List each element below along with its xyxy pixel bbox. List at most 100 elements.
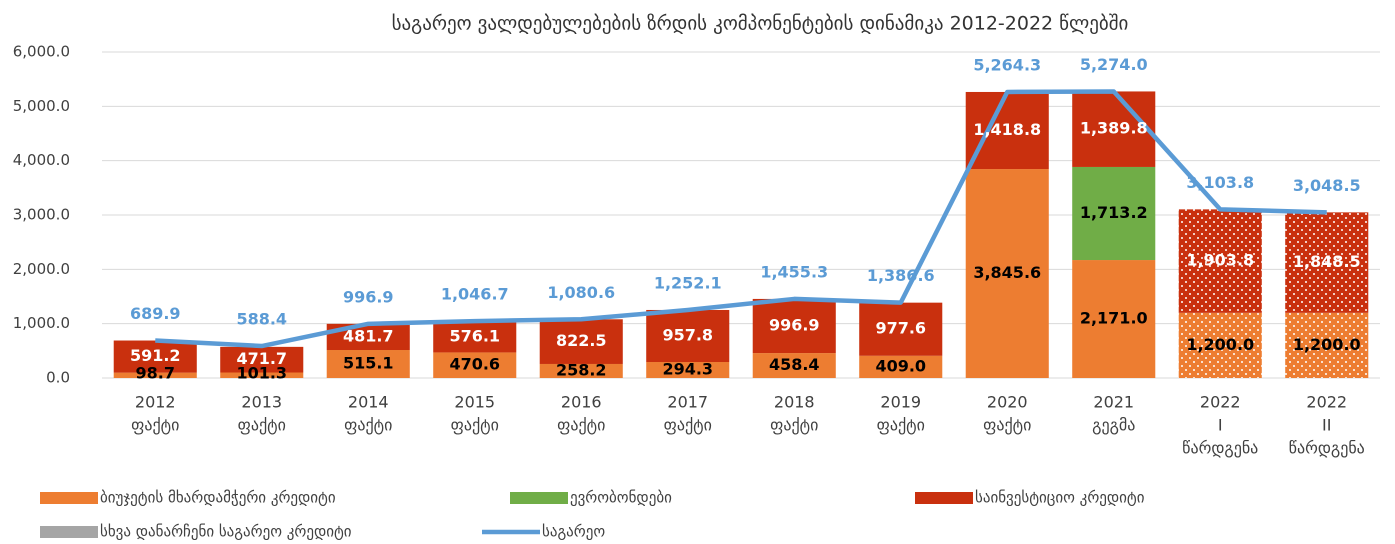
y-tick-label: 5,000.0 <box>13 97 70 115</box>
value-label: 957.8 <box>662 325 713 344</box>
bar-segment <box>646 309 730 363</box>
value-label: 1,389.8 <box>1080 119 1148 138</box>
x-tick-label: ფაქტი <box>344 416 392 435</box>
legend-label: სხვა დანარჩენი საგარეო კრედიტი <box>100 523 352 541</box>
value-label: 101.3 <box>236 364 287 383</box>
y-tick-label: 2,000.0 <box>13 260 70 278</box>
x-tick-label: ფაქტი <box>983 416 1031 435</box>
bar-segment <box>113 372 197 378</box>
value-label: 591.2 <box>130 346 181 365</box>
value-label: 588.4 <box>236 310 287 329</box>
x-tick-label: ფაქტი <box>557 416 605 435</box>
legend-label: ევრობონდები <box>570 489 672 507</box>
x-tick-label: 2013 <box>241 393 282 412</box>
y-tick-label: 6,000.0 <box>13 43 70 61</box>
bar-segment <box>752 298 836 354</box>
bar-segment <box>646 362 730 378</box>
x-tick-label: 2016 <box>561 393 602 412</box>
bar-segment <box>326 350 410 378</box>
x-tick-label: I <box>1218 416 1223 435</box>
value-label: 294.3 <box>662 360 713 379</box>
value-label: 1,386.6 <box>867 266 935 285</box>
bar-segment <box>965 169 1049 378</box>
value-label: 470.6 <box>449 355 500 374</box>
bar-segment <box>113 340 197 373</box>
x-tick-label: 2012 <box>135 393 176 412</box>
chart-title: საგარეო ვალდებულებების ზრდის კომპონენტებ… <box>392 13 1129 35</box>
value-label: 1,903.8 <box>1186 251 1254 270</box>
bar-segment <box>1072 91 1156 167</box>
x-tick-label: 2017 <box>667 393 708 412</box>
value-label: 2,171.0 <box>1080 309 1148 328</box>
value-label: 458.4 <box>769 355 820 374</box>
bar-segment <box>220 346 304 373</box>
y-tick-label: 1,000.0 <box>13 314 70 332</box>
value-label: 1,418.8 <box>973 120 1041 139</box>
bar-segment <box>1285 312 1369 378</box>
bar-segment <box>965 91 1049 170</box>
x-tick-label: ფაქტი <box>664 416 712 435</box>
value-label: 3,845.6 <box>973 263 1041 282</box>
x-tick-label: 2019 <box>880 393 921 412</box>
value-label: 689.9 <box>130 304 181 323</box>
value-label: 1,252.1 <box>654 273 722 292</box>
bar-segment <box>220 372 304 378</box>
x-tick-label: 2015 <box>454 393 495 412</box>
legend-swatch <box>915 492 973 504</box>
value-label: 1,200.0 <box>1293 335 1361 354</box>
value-label: 977.6 <box>875 319 926 338</box>
bar-segment <box>1072 260 1156 378</box>
total-line <box>155 89 1327 349</box>
x-tick-label: 2014 <box>348 393 389 412</box>
value-label: 471.7 <box>236 349 287 368</box>
x-tick-label: ფაქტი <box>238 416 286 435</box>
x-tick-label: ფაქტი <box>877 416 925 435</box>
value-label: 481.7 <box>343 326 394 345</box>
bar-segment <box>1285 212 1369 313</box>
x-tick-label: ფაქტი <box>451 416 499 435</box>
bar-segment <box>859 302 943 356</box>
value-label: 515.1 <box>343 354 394 373</box>
bar-segment <box>1178 209 1262 313</box>
value-label: 3,103.8 <box>1186 173 1254 192</box>
legend-label: საგარეო <box>542 523 605 541</box>
legend-swatch <box>40 492 98 504</box>
value-label: 996.9 <box>769 316 820 335</box>
bar-segment <box>1178 312 1262 378</box>
x-tick-label: 2022 <box>1306 393 1347 412</box>
value-label: 576.1 <box>449 326 500 345</box>
y-tick-label: 4,000.0 <box>13 151 70 169</box>
bar-segment <box>1072 166 1156 261</box>
value-label: 1,080.6 <box>547 283 615 302</box>
value-label: 1,713.2 <box>1080 203 1148 222</box>
y-tick-label: 0.0 <box>46 369 70 387</box>
x-tick-label: გეგმა <box>1092 416 1135 435</box>
bar-segment <box>752 353 836 378</box>
y-tick-label: 3,000.0 <box>13 206 70 224</box>
value-label: 98.7 <box>136 364 175 383</box>
value-label: 1,046.7 <box>441 285 509 304</box>
legend-swatch <box>510 492 568 504</box>
value-label: 1,200.0 <box>1186 335 1254 354</box>
x-tick-label: 2020 <box>987 393 1028 412</box>
x-tick-label: 2022 <box>1200 393 1241 412</box>
legend-swatch <box>40 526 98 538</box>
value-label: 3,048.5 <box>1293 176 1361 195</box>
value-label: 1,848.5 <box>1293 252 1361 271</box>
bar-segment <box>539 363 623 378</box>
x-tick-label: წარდგენა <box>1289 439 1365 458</box>
value-label: 5,264.3 <box>973 55 1041 74</box>
value-label: 822.5 <box>556 331 607 350</box>
x-tick-label: II <box>1322 416 1331 435</box>
value-label: 409.0 <box>875 356 926 375</box>
x-tick-label: ფაქტი <box>131 416 179 435</box>
x-tick-label: წარდგენა <box>1182 439 1258 458</box>
bar-segment <box>433 321 517 353</box>
bar-segment <box>539 319 623 364</box>
value-label: 5,274.0 <box>1080 55 1148 74</box>
bar-segment <box>859 355 943 378</box>
value-label: 258.2 <box>556 360 607 379</box>
value-label: 996.9 <box>343 287 394 306</box>
x-tick-label: ფაქტი <box>770 416 818 435</box>
